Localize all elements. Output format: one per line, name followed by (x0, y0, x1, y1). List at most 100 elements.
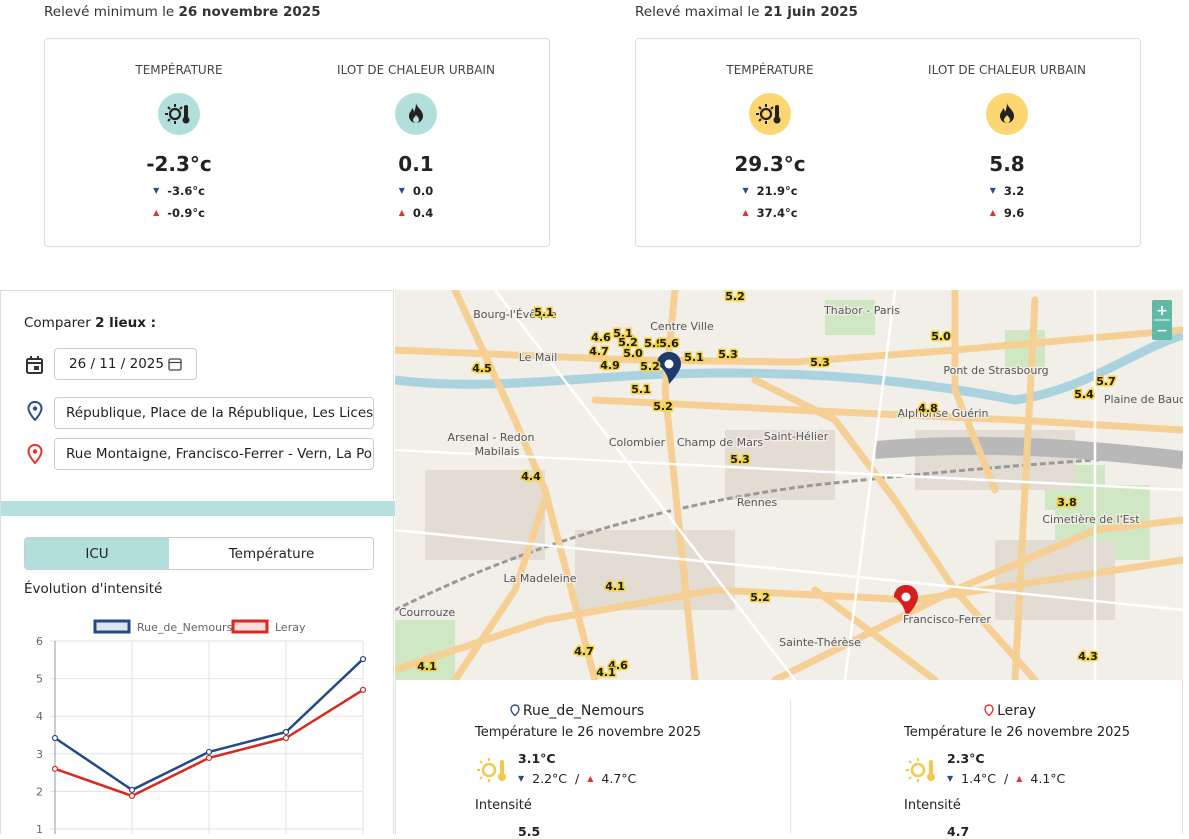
date-value: 26 / 11 / 2025 (69, 356, 164, 372)
chart: 1 2 3 4 5 6 Rue_de_Nemours Leray (36, 619, 367, 834)
map-value: 4.9 (600, 359, 620, 372)
point (51, 765, 59, 772)
place-input-1[interactable]: République, Place de la République, Les … (54, 397, 374, 429)
divider-band (1, 501, 395, 516)
map-place: Plaine de Baud (1104, 393, 1183, 406)
map-zoom (1152, 300, 1172, 340)
point (128, 792, 136, 800)
metric-value: 5.8 (989, 152, 1025, 176)
date-input[interactable]: 26 / 11 / 2025 (54, 348, 197, 380)
map-place: Cimetière de l'Est (1042, 513, 1140, 526)
y-tick-label: 4 (36, 710, 43, 723)
map-value: 4.5 (472, 362, 492, 375)
map-value: 4.6 (591, 331, 611, 344)
location-intensity: 5.5 (518, 824, 541, 839)
legend-swatch (231, 619, 269, 634)
zoom-out[interactable]: − (1156, 323, 1168, 339)
map-value: 5.4 (1074, 388, 1094, 401)
location-high: 4.7°C (587, 771, 636, 786)
map-value: 5.9 (644, 337, 664, 350)
map-value: 4.1 (605, 580, 625, 593)
point (282, 734, 290, 742)
location-panel (395, 680, 1183, 834)
location-title: Rue_de_Nemours (522, 703, 645, 719)
location-range: 1.4°C / 4.1°C (947, 771, 1065, 786)
calendar-icon (26, 356, 43, 374)
map-value: 5.1 (631, 383, 651, 396)
metric-value: 0.1 (398, 152, 434, 176)
thermo-icon (749, 93, 791, 135)
map-value: 5.2 (640, 360, 660, 373)
location-temp: 3.1°C (518, 751, 556, 766)
point (128, 786, 136, 793)
metric-high: 37.4°c (660, 206, 880, 220)
location-subtitle: Température le 26 novembre 2025 (475, 725, 701, 740)
location-intensity-label: Intensité (904, 798, 961, 813)
map-value: 4.1 (596, 666, 616, 679)
map-value: 5.2 (725, 290, 745, 303)
zoom-in[interactable]: + (1156, 303, 1168, 319)
map-place: Sainte-Thérèse (779, 636, 861, 649)
y-tick-label: 6 (36, 635, 43, 648)
map-place: Pont de Strasbourg (943, 364, 1048, 377)
metric-high: 9.6 (897, 206, 1117, 220)
record-date: 21 juin 2025 (763, 4, 858, 20)
metric-label: ILOT DE CHALEUR URBAIN (337, 63, 495, 77)
location-divider (790, 700, 791, 834)
point (359, 655, 367, 663)
tabs: ICU Température (24, 537, 374, 570)
y-tick-label: 5 (36, 673, 43, 686)
metric-low: 0.0 (306, 184, 526, 198)
legend-label: Leray (275, 621, 306, 634)
record-prefix: Relevé minimum le (44, 4, 175, 20)
location-sep: / (1004, 771, 1009, 786)
location-low: 2.2°C (518, 771, 567, 786)
point (51, 734, 59, 742)
pin-rue-de-nemours (657, 352, 681, 384)
location-temp: 2.3°C (947, 751, 985, 766)
record-card: TEMPÉRATURE -2.3°c -3.6°c -0.9°c ILOT DE CHA… (44, 38, 550, 247)
tab-icu[interactable]: ICU (25, 538, 169, 569)
point (282, 728, 290, 736)
location-intensity-label: Intensité (475, 798, 532, 813)
point (205, 754, 213, 762)
date-picker-icon (168, 358, 182, 371)
map: + − Bourg-l'Évêque Centre Ville Thabor - Par… (395, 290, 1183, 680)
map-value: 5.3 (810, 356, 830, 369)
map-place: Champ de Mars (677, 436, 764, 449)
metric-value: 29.3°c (734, 152, 806, 176)
map-value: 5.1 (613, 327, 633, 340)
map-place: Thabor - Paris (823, 304, 900, 317)
map-place: Bourg-l'Évêque (473, 308, 557, 321)
point (205, 748, 213, 756)
metric-label: TEMPÉRATURE (726, 63, 814, 77)
location-sep: / (575, 771, 580, 786)
map-value: 5.2 (750, 591, 770, 604)
map-value: 5.6 (659, 337, 679, 350)
map-value: 4.1 (417, 660, 437, 673)
place-1: République, Place de la République, Les … (66, 405, 374, 421)
point (359, 686, 367, 693)
metric-high: 0.4 (306, 206, 526, 220)
location-name: Leray (910, 703, 1110, 719)
map-value: 5.3 (718, 348, 738, 361)
map-value: 5.1 (534, 306, 554, 319)
pin-leray (894, 585, 918, 617)
legend-swatch (93, 619, 131, 634)
metric-low: 21.9°c (660, 184, 880, 198)
map-value: 4.7 (574, 645, 594, 658)
record-heading: Relevé minimum le 26 novembre 2025 (44, 4, 321, 20)
map-value: 4.8 (918, 402, 938, 415)
compare-strong: 2 lieux : (95, 315, 157, 331)
tab-temperature[interactable]: Température (228, 546, 315, 562)
map-value: 5.2 (618, 336, 638, 349)
map-value: 5.2 (653, 400, 673, 413)
record-prefix: Relevé maximal le (635, 4, 760, 20)
map-value: 4.4 (521, 470, 541, 483)
compare-heading: Comparer 2 lieux : (24, 315, 156, 331)
temp-icon (906, 758, 935, 782)
map-place: Alphonse Guérin (897, 407, 988, 420)
record-card: TEMPÉRATURE 29.3°c 21.9°c 37.4°c ILOT DE CHA… (635, 38, 1141, 247)
place-input-2[interactable]: Rue Montaigne, Francisco-Ferrer - Vern, … (54, 438, 374, 470)
